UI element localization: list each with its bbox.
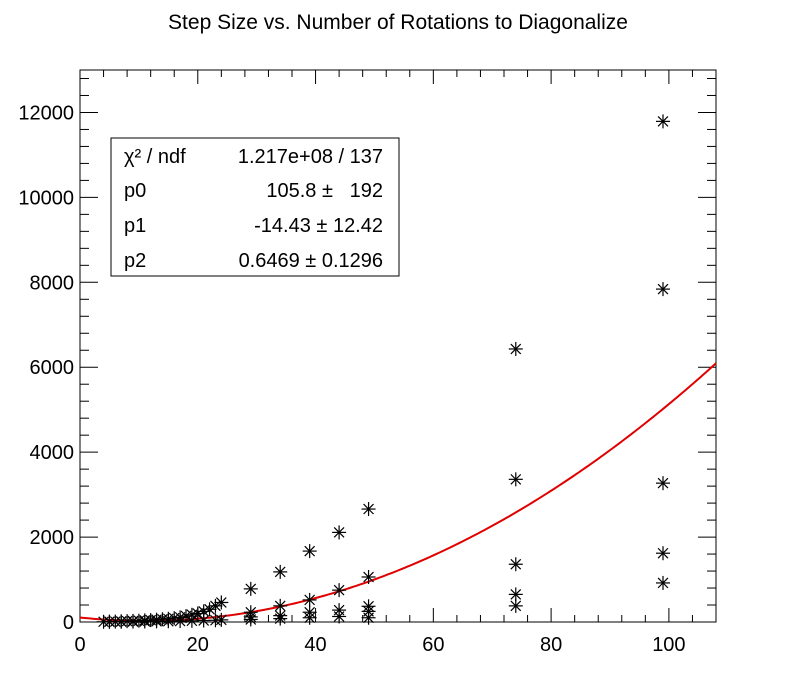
data-point-marker [273, 564, 288, 579]
fit-curve [79, 362, 717, 622]
plot-frame [79, 69, 717, 623]
data-point-marker [508, 472, 523, 487]
data-point-marker [173, 614, 188, 629]
data-point-marker [656, 282, 670, 297]
fit-stats-box: χ² / ndf 1.217e+08 / 137 p0 105.8 ± 192 … [110, 137, 400, 277]
data-point-marker [102, 614, 117, 629]
stats-label-p1: p1 [124, 215, 146, 237]
y-tick-label: 8000 [30, 272, 75, 294]
data-point-marker [114, 614, 129, 629]
data-point-marker [302, 592, 317, 607]
plot-area-border [79, 69, 717, 623]
data-point-marker [361, 610, 376, 625]
data-point-marker [137, 614, 152, 629]
fit-layer [79, 362, 717, 622]
data-point-marker [332, 583, 347, 598]
x-axis: 0 20 40 60 80 100 [74, 70, 717, 656]
data-point-marker [243, 581, 258, 596]
y-tick-label: 2000 [30, 527, 75, 549]
data-point-marker [190, 606, 205, 621]
x-tick-label: 20 [187, 634, 209, 656]
data-point-marker [214, 595, 229, 610]
data-point-marker [361, 569, 376, 584]
x-tick-label: 40 [304, 634, 326, 656]
data-point-marker [273, 611, 288, 626]
data-point-marker [656, 575, 670, 590]
stats-box-border [110, 137, 400, 277]
data-point-marker [302, 544, 317, 559]
data-point-marker [508, 341, 523, 356]
data-point-marker [196, 613, 211, 628]
stats-value-p1: -14.43 ± 12.42 [254, 215, 383, 237]
data-point-marker [508, 598, 523, 613]
data-point-marker [161, 614, 176, 629]
data-point-marker [508, 557, 523, 572]
stats-label-chi2: χ² / ndf [124, 146, 186, 168]
data-point-marker [656, 114, 670, 129]
stats-label-p0: p0 [124, 180, 146, 202]
stats-value-p0: 105.8 ± 192 [266, 180, 383, 202]
data-point-marker [656, 476, 670, 491]
data-point-marker [243, 612, 258, 627]
y-tick-label: 6000 [30, 357, 75, 379]
x-tick-label: 60 [422, 634, 444, 656]
data-point-marker [214, 612, 229, 627]
x-tick-label: 100 [652, 634, 685, 656]
data-point-marker [149, 614, 164, 629]
data-point-marker [361, 502, 376, 517]
chart-title: Step Size vs. Number of Rotations to Dia… [168, 11, 628, 34]
data-point-marker [332, 609, 347, 624]
y-tick-label: 0 [63, 612, 74, 634]
data-point-marker [302, 610, 317, 625]
data-point-marker [126, 614, 140, 629]
stats-label-p2: p2 [124, 250, 146, 272]
y-tick-label: 12000 [18, 102, 74, 124]
data-point-marker [332, 525, 347, 540]
data-point-marker [184, 613, 199, 628]
x-tick-label: 0 [74, 634, 85, 656]
y-tick-label: 4000 [30, 442, 75, 464]
data-points [96, 114, 670, 629]
data-point-marker [656, 546, 670, 561]
x-tick-label: 80 [540, 634, 562, 656]
y-tick-label: 10000 [18, 187, 74, 209]
stats-value-p2: 0.6469 ± 0.1296 [239, 250, 383, 272]
y-axis: 0 2000 4000 6000 8000 10000 12000 [18, 77, 716, 634]
stats-value-chi2: 1.217e+08 / 137 [238, 146, 383, 168]
